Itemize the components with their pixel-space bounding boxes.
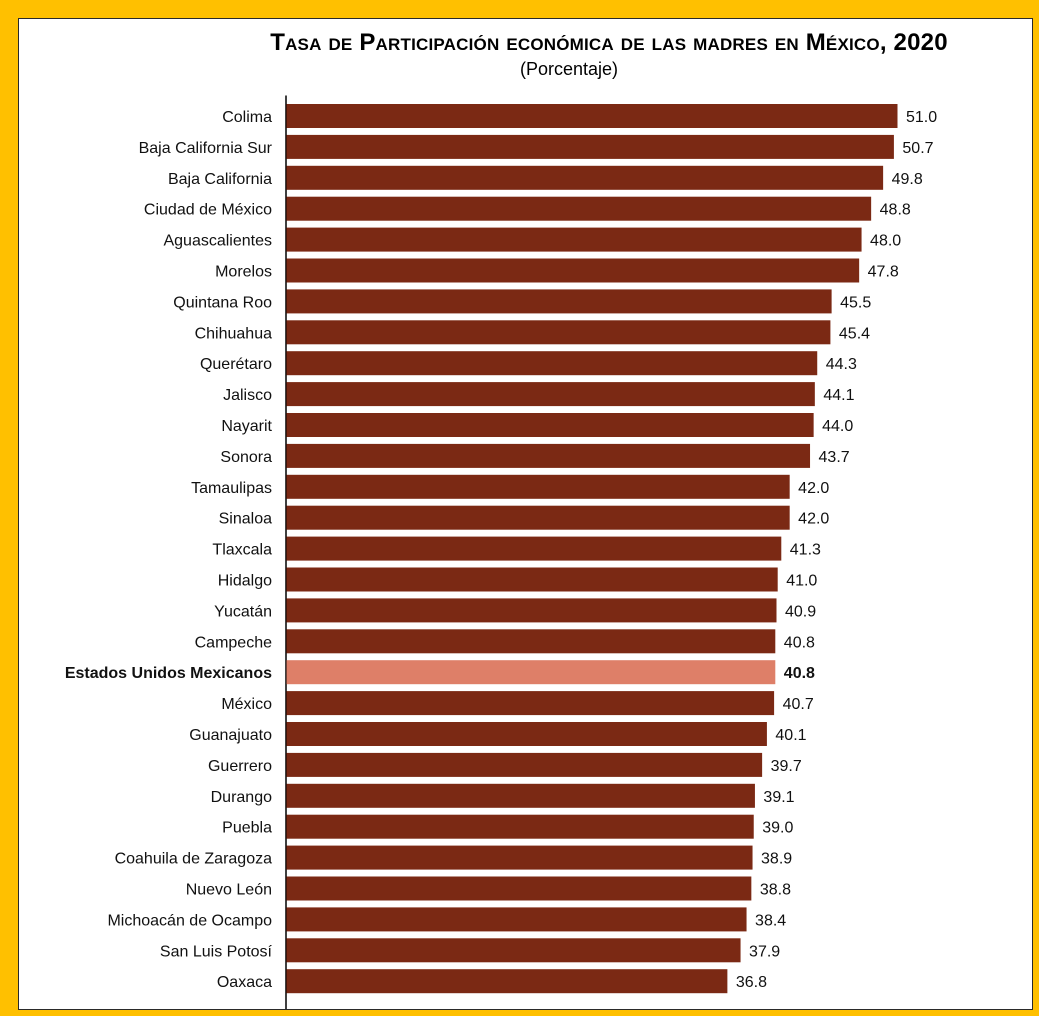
category-label: Sinaloa — [219, 511, 272, 528]
value-label: 51.0 — [906, 109, 937, 126]
category-label: México — [221, 696, 272, 713]
value-label: 42.0 — [798, 480, 829, 497]
category-label: Coahuila de Zaragoza — [115, 851, 273, 868]
category-label: Baja California Sur — [139, 140, 273, 157]
category-label: Hidalgo — [218, 573, 272, 590]
bar-chart: Colima 51.0 Baja California Sur 50.7 Baja Ca… — [65, 95, 937, 1009]
value-label: 45.5 — [840, 294, 871, 311]
bar — [286, 752, 763, 777]
bar — [286, 382, 815, 407]
bar-national-total — [286, 660, 776, 685]
value-label: 37.9 — [749, 943, 780, 960]
bar — [286, 289, 832, 314]
bar — [286, 536, 782, 561]
category-label: Chihuahua — [195, 325, 273, 342]
category-label: Aguascalientes — [163, 233, 272, 250]
value-label: 38.8 — [760, 882, 791, 899]
bar — [286, 351, 818, 376]
chart-subtitle: (Porcentaje) — [519, 59, 619, 79]
value-label: 44.0 — [822, 418, 853, 435]
value-label: 47.8 — [868, 264, 899, 281]
value-label: 39.7 — [771, 758, 802, 775]
value-label: 45.4 — [839, 325, 870, 342]
value-label: 44.1 — [823, 387, 854, 404]
category-label: Campeche — [195, 634, 272, 651]
category-label: Oaxaca — [217, 974, 272, 991]
value-label: 50.7 — [902, 140, 933, 157]
category-label: Nayarit — [221, 418, 272, 435]
bar — [286, 165, 884, 190]
value-label: 39.1 — [763, 789, 794, 806]
category-label: Guerrero — [208, 758, 272, 775]
bar — [286, 196, 872, 221]
bar — [286, 845, 753, 870]
bar — [286, 443, 811, 468]
value-label: 49.8 — [892, 171, 923, 188]
value-label: 44.3 — [826, 356, 857, 373]
value-label: 38.4 — [755, 912, 786, 929]
chart-panel: Tasa de Participación económica de las m… — [18, 18, 1033, 1010]
value-label: 40.8 — [784, 634, 815, 651]
category-label: Ciudad de México — [144, 202, 272, 219]
bar — [286, 876, 752, 901]
value-label: 41.0 — [786, 573, 817, 590]
bar — [286, 567, 778, 592]
value-label: 38.9 — [761, 851, 792, 868]
value-label: 40.9 — [785, 603, 816, 620]
category-label: Jalisco — [223, 387, 272, 404]
bar — [286, 907, 747, 932]
category-label: Durango — [211, 789, 272, 806]
bar — [286, 227, 862, 252]
value-label: 42.0 — [798, 511, 829, 528]
bar — [286, 814, 754, 839]
bar — [286, 505, 790, 530]
value-label: 40.7 — [783, 696, 814, 713]
category-label: Colima — [222, 109, 272, 126]
value-label: 48.0 — [870, 233, 901, 250]
bar — [286, 474, 790, 499]
category-label: Puebla — [222, 820, 272, 837]
value-label: 36.8 — [736, 974, 767, 991]
category-label: Baja California — [168, 171, 272, 188]
bar — [286, 258, 860, 283]
category-label: Michoacán de Ocampo — [107, 912, 272, 929]
bar — [286, 691, 775, 716]
category-label: Querétaro — [200, 356, 272, 373]
bar — [286, 629, 776, 654]
value-label: 39.0 — [762, 820, 793, 837]
category-label: San Luis Potosí — [160, 943, 273, 960]
value-label: 40.1 — [775, 727, 806, 744]
bar — [286, 598, 777, 623]
category-label: Tlaxcala — [212, 542, 272, 559]
bar — [286, 938, 741, 963]
value-label: 41.3 — [790, 542, 821, 559]
category-label: Sonora — [220, 449, 272, 466]
bar — [286, 104, 898, 128]
category-label: Estados Unidos Mexicanos — [65, 665, 272, 682]
category-label: Morelos — [215, 264, 272, 281]
bar — [286, 320, 831, 345]
bar — [286, 783, 755, 808]
bar — [286, 969, 728, 994]
bar — [286, 722, 767, 746]
category-label: Guanajuato — [189, 727, 272, 744]
value-label: 43.7 — [819, 449, 850, 466]
category-label: Nuevo León — [186, 882, 272, 899]
bar — [286, 134, 894, 159]
category-label: Yucatán — [214, 603, 272, 620]
category-label: Quintana Roo — [173, 294, 272, 311]
chart-title: Tasa de Participación económica de las m… — [270, 29, 948, 56]
bar — [286, 413, 814, 437]
value-label: 48.8 — [880, 202, 911, 219]
category-label: Tamaulipas — [191, 480, 272, 497]
value-label: 40.8 — [784, 665, 815, 682]
